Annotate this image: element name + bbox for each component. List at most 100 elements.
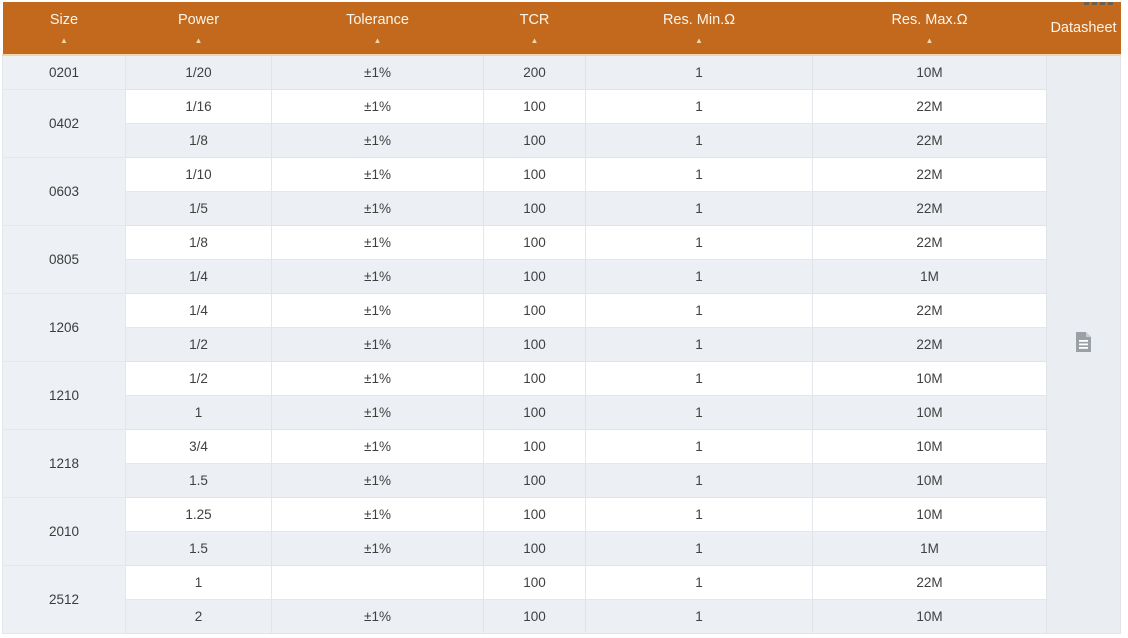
tolerance-cell: ±1% — [271, 122, 484, 158]
power-cell: 1.5 — [125, 530, 272, 566]
datasheet-cell[interactable] — [1046, 54, 1121, 634]
res-max-cell: 10M — [812, 462, 1047, 498]
table-row: 1/2 ±1% 100 1 22M — [3, 326, 1121, 362]
size-cell: 0603 — [2, 156, 126, 226]
table-row: 1/4 ±1% 100 1 1M — [3, 258, 1121, 294]
power-cell: 1/4 — [125, 292, 272, 328]
column-header-datasheet: Datasheet — [1046, 2, 1121, 56]
column-label: Size — [49, 12, 79, 28]
power-cell: 1/2 — [125, 360, 272, 396]
power-cell: 1.5 — [125, 462, 272, 498]
column-label: Power — [177, 12, 220, 28]
power-cell: 3/4 — [125, 428, 272, 464]
table-row: 1 ±1% 100 1 10M — [3, 394, 1121, 430]
res-min-cell: 1 — [585, 326, 813, 362]
tcr-cell: 100 — [483, 564, 586, 600]
tcr-cell: 100 — [483, 190, 586, 226]
tcr-cell: 100 — [483, 156, 586, 192]
size-cell: 0201 — [2, 54, 126, 90]
tolerance-cell: ±1% — [271, 462, 484, 498]
sort-asc-icon: ▲ — [194, 36, 203, 45]
res-min-cell: 1 — [585, 54, 813, 90]
tolerance-cell: ±1% — [271, 360, 484, 396]
column-header-res-min[interactable]: Res. Min.Ω ▲ — [585, 2, 813, 56]
tolerance-cell: ±1% — [271, 496, 484, 532]
size-cell: 2512 — [2, 564, 126, 634]
power-cell: 1/5 — [125, 190, 272, 226]
res-min-cell: 1 — [585, 292, 813, 328]
res-min-cell: 1 — [585, 428, 813, 464]
table-row: 1210 1/2 ±1% 100 1 10M — [2, 360, 1121, 430]
document-icon[interactable] — [1075, 332, 1092, 353]
tcr-cell: 100 — [483, 122, 586, 158]
tolerance-cell: ±1% — [271, 258, 484, 294]
tolerance-cell: ±1% — [271, 428, 484, 464]
header-row: Size ▲ Power ▲ Tolerance ▲ TCR ▲ — [2, 2, 1121, 56]
res-max-cell: 10M — [812, 54, 1047, 90]
table-row: 0402 1/16 ±1% 100 1 22M — [2, 88, 1121, 158]
table-row: 1206 1/4 ±1% 100 1 22M — [2, 292, 1121, 362]
res-min-cell: 1 — [585, 394, 813, 430]
power-cell: 1/8 — [125, 122, 272, 158]
sort-asc-icon: ▲ — [925, 36, 934, 45]
tcr-cell: 100 — [483, 462, 586, 498]
res-max-cell: 22M — [812, 156, 1047, 192]
tolerance-cell: ±1% — [271, 88, 484, 124]
res-max-cell: 22M — [812, 326, 1047, 362]
size-cell: 1206 — [2, 292, 126, 362]
table-row: 0201 1/20 ±1% 200 1 10M — [2, 54, 1121, 634]
table-row: 1/5 ±1% 100 1 22M — [3, 190, 1121, 226]
res-max-cell: 1M — [812, 258, 1047, 294]
res-max-cell: 10M — [812, 496, 1047, 532]
tcr-cell: 100 — [483, 530, 586, 566]
res-min-cell: 1 — [585, 360, 813, 396]
tcr-cell: 100 — [483, 428, 586, 464]
res-max-cell: 10M — [812, 428, 1047, 464]
tcr-cell: 100 — [483, 598, 586, 634]
table-row: 1/8 ±1% 100 1 22M — [3, 122, 1121, 158]
res-max-cell: 22M — [812, 190, 1047, 226]
column-header-res-max[interactable]: Res. Max.Ω ▲ — [812, 2, 1047, 56]
res-max-cell: 10M — [812, 598, 1047, 634]
column-header-power[interactable]: Power ▲ — [125, 2, 272, 56]
tolerance-cell: ±1% — [271, 156, 484, 192]
tolerance-cell: ±1% — [271, 530, 484, 566]
tcr-cell: 100 — [483, 326, 586, 362]
column-header-size[interactable]: Size ▲ — [2, 2, 126, 56]
res-max-cell: 22M — [812, 88, 1047, 124]
tolerance-cell: ±1% — [271, 224, 484, 260]
column-label: Res. Min.Ω — [662, 12, 736, 28]
res-min-cell: 1 — [585, 564, 813, 600]
res-min-cell: 1 — [585, 258, 813, 294]
res-min-cell: 1 — [585, 462, 813, 498]
sort-asc-icon: ▲ — [695, 36, 703, 45]
res-min-cell: 1 — [585, 224, 813, 260]
sort-asc-icon: ▲ — [373, 36, 382, 45]
power-cell: 1/2 — [125, 326, 272, 362]
size-cell: 1218 — [2, 428, 126, 498]
size-cell: 2010 — [2, 496, 126, 566]
res-min-cell: 1 — [585, 88, 813, 124]
res-max-cell: 10M — [812, 360, 1047, 396]
size-cell: 0402 — [2, 88, 126, 158]
tolerance-cell: ±1% — [271, 598, 484, 634]
column-header-tolerance[interactable]: Tolerance ▲ — [271, 2, 484, 56]
power-cell: 1/4 — [125, 258, 272, 294]
tcr-cell: 100 — [483, 360, 586, 396]
power-cell: 1/10 — [125, 156, 272, 192]
res-max-cell: 22M — [812, 564, 1047, 600]
res-min-cell: 1 — [585, 530, 813, 566]
table-row: 0603 1/10 ±1% 100 1 22M — [2, 156, 1121, 226]
table-row: 1.5 ±1% 100 1 10M — [3, 462, 1121, 498]
res-max-cell: 22M — [812, 122, 1047, 158]
tolerance-cell — [271, 564, 484, 600]
size-cell: 0805 — [2, 224, 126, 294]
column-label: Tolerance — [346, 12, 409, 28]
tolerance-cell: ±1% — [271, 292, 484, 328]
res-max-cell: 22M — [812, 292, 1047, 328]
column-label: TCR — [519, 12, 550, 28]
column-header-tcr[interactable]: TCR ▲ — [483, 2, 586, 56]
power-cell: 1 — [125, 394, 272, 430]
table-header: Size ▲ Power ▲ Tolerance ▲ TCR ▲ — [2, 2, 1121, 56]
tolerance-cell: ±1% — [271, 326, 484, 362]
